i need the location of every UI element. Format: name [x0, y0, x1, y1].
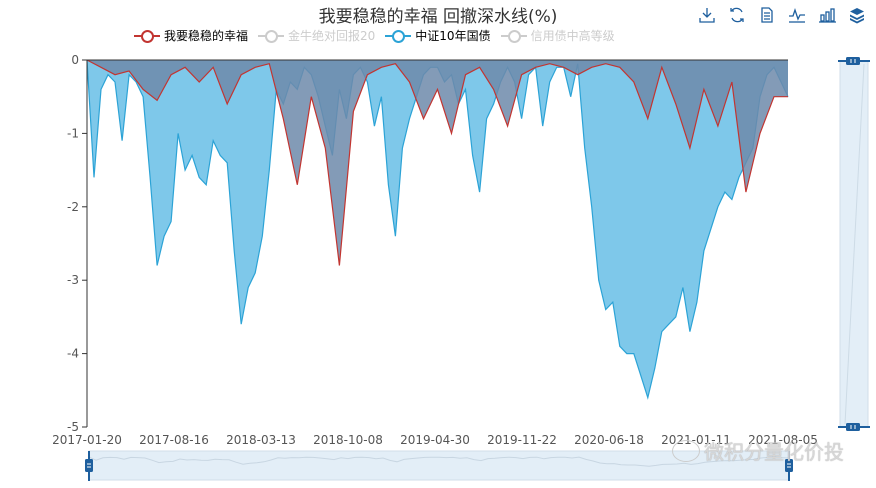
svg-text:-2: -2 — [67, 200, 79, 214]
legend-item-fund[interactable]: 我要稳稳的幸福 — [134, 27, 248, 44]
datazoom-slider[interactable] — [85, 450, 793, 481]
download-icon[interactable] — [698, 6, 716, 24]
wechat-icon — [672, 439, 700, 462]
svg-text:-3: -3 — [67, 273, 79, 287]
svg-text:2017-01-20: 2017-01-20 — [52, 433, 122, 447]
line-chart-icon[interactable] — [788, 6, 806, 24]
watermark: 微积分量化价投 — [672, 436, 844, 465]
svg-text:-5: -5 — [67, 420, 79, 434]
legend-label: 金牛绝对回报20 — [288, 29, 376, 43]
svg-text:-4: -4 — [67, 347, 79, 361]
svg-text:2019-04-30: 2019-04-30 — [400, 433, 470, 447]
watermark-text: 微积分量化价投 — [704, 440, 844, 464]
stack-icon[interactable] — [848, 6, 866, 24]
data-view-icon[interactable] — [758, 6, 776, 24]
svg-text:0: 0 — [71, 53, 79, 67]
legend-circle-icon — [500, 29, 527, 43]
legend-circle-icon — [134, 29, 160, 43]
legend-item-credit[interactable]: 信用债中高等级 — [500, 27, 615, 44]
refresh-icon[interactable] — [728, 6, 746, 24]
svg-text:2020-06-18: 2020-06-18 — [574, 433, 644, 447]
legend-circle-icon — [385, 29, 412, 43]
svg-text:2021-08-05: 2021-08-05 — [748, 433, 818, 447]
legend-item-bond10y[interactable]: 中证10年国债 — [385, 27, 491, 44]
svg-text:2017-08-16: 2017-08-16 — [139, 433, 209, 447]
legend-circle-icon — [258, 29, 285, 43]
svg-text:-1: -1 — [67, 126, 79, 140]
legend-label: 信用债中高等级 — [530, 29, 615, 43]
chart-title: 我要稳稳的幸福 回撤深水线(%) — [318, 7, 558, 27]
legend: 我要稳稳的幸福 金牛绝对回报20 中证10年国债 信用债中高等级 — [134, 27, 615, 44]
legend-label: 中证10年国债 — [415, 29, 491, 43]
toolbox — [698, 6, 866, 24]
svg-text:2019-11-22: 2019-11-22 — [487, 433, 557, 447]
svg-text:2018-10-08: 2018-10-08 — [313, 433, 383, 447]
series-layer — [86, 59, 789, 400]
legend-item-jinniu[interactable]: 金牛绝对回报20 — [258, 27, 375, 44]
y-datazoom-slider[interactable] — [838, 57, 870, 431]
svg-text:2018-03-13: 2018-03-13 — [226, 433, 296, 447]
legend-label: 我要稳稳的幸福 — [164, 29, 249, 43]
bar-chart-icon[interactable] — [818, 6, 836, 24]
